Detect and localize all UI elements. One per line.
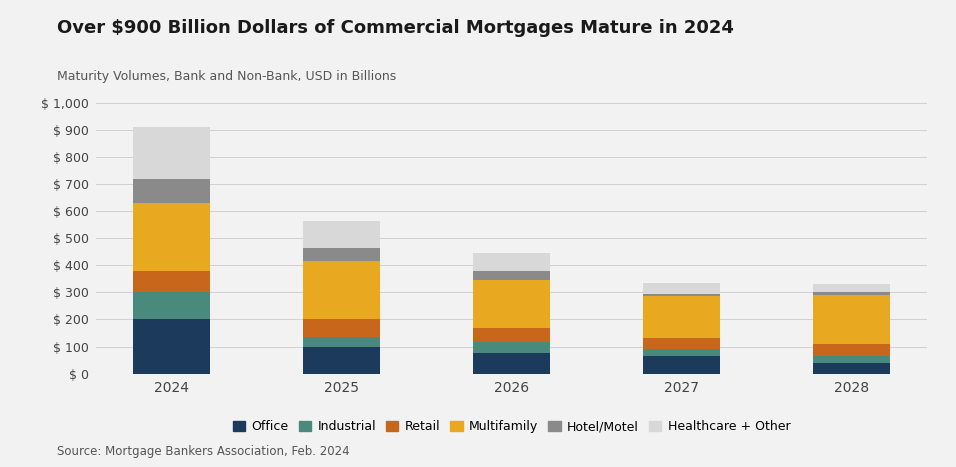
Bar — [643, 297, 720, 339]
Bar — [134, 203, 210, 271]
Bar — [303, 347, 380, 374]
Bar — [134, 178, 210, 203]
Legend: Office, Industrial, Retail, Multifamily, Hotel/Motel, Healthcare + Other: Office, Industrial, Retail, Multifamily,… — [232, 420, 791, 433]
Bar — [134, 271, 210, 292]
Bar — [813, 356, 889, 363]
Bar — [813, 344, 889, 356]
Bar — [473, 327, 550, 342]
Text: Maturity Volumes, Bank and Non-Bank, USD in Billions: Maturity Volumes, Bank and Non-Bank, USD… — [57, 70, 397, 83]
Bar — [813, 292, 889, 295]
Bar — [643, 283, 720, 294]
Bar — [303, 337, 380, 347]
Bar — [813, 363, 889, 374]
Bar — [303, 319, 380, 337]
Bar — [473, 271, 550, 280]
Text: Over $900 Billion Dollars of Commercial Mortgages Mature in 2024: Over $900 Billion Dollars of Commercial … — [57, 19, 734, 37]
Bar — [473, 253, 550, 271]
Bar — [473, 342, 550, 353]
Bar — [643, 356, 720, 374]
Bar — [303, 220, 380, 248]
Bar — [134, 292, 210, 319]
Bar — [643, 349, 720, 356]
Bar — [134, 127, 210, 178]
Bar — [813, 295, 889, 344]
Bar — [473, 280, 550, 327]
Bar — [303, 261, 380, 319]
Bar — [473, 353, 550, 374]
Bar — [303, 248, 380, 261]
Bar — [134, 319, 210, 374]
Bar — [643, 339, 720, 349]
Text: Source: Mortgage Bankers Association, Feb. 2024: Source: Mortgage Bankers Association, Fe… — [57, 445, 350, 458]
Bar — [813, 284, 889, 292]
Bar — [643, 294, 720, 297]
